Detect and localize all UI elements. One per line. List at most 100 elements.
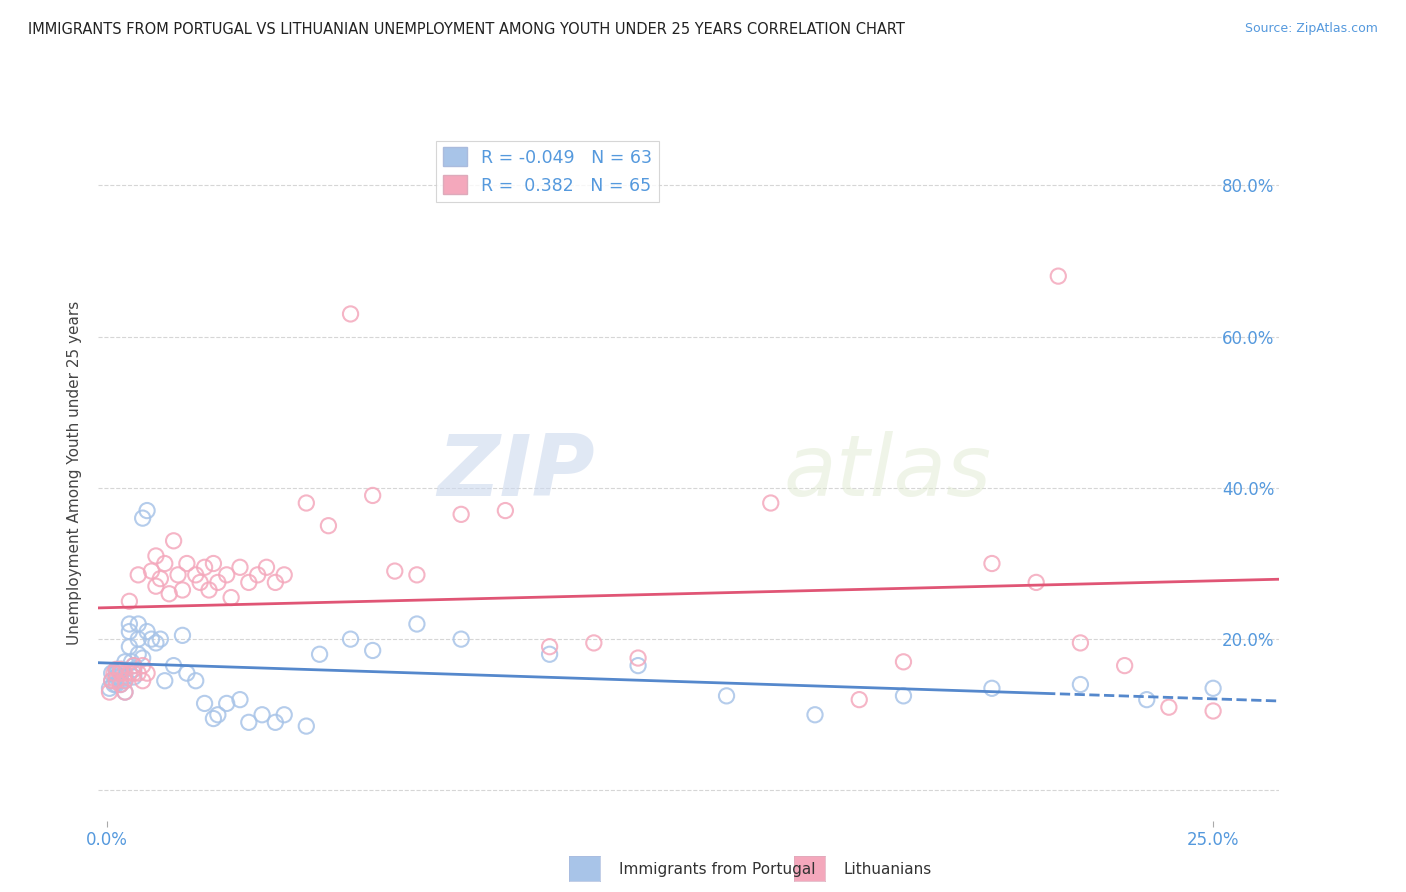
Point — [184, 567, 207, 582]
Point — [110, 662, 132, 676]
Point — [103, 666, 125, 681]
Point — [127, 567, 149, 582]
Point — [127, 632, 149, 647]
Point — [110, 670, 132, 684]
Point — [100, 673, 122, 688]
Point — [804, 707, 827, 722]
Point — [229, 560, 252, 574]
Legend: R = -0.049   N = 63, R =  0.382   N = 65: R = -0.049 N = 63, R = 0.382 N = 65 — [436, 141, 659, 202]
Point — [264, 715, 287, 730]
Point — [131, 658, 153, 673]
Point — [1069, 636, 1091, 650]
Point — [582, 636, 605, 650]
Point — [111, 662, 134, 676]
Point — [172, 582, 194, 597]
Point — [100, 673, 122, 688]
Point — [238, 715, 260, 730]
Text: IMMIGRANTS FROM PORTUGAL VS LITHUANIAN UNEMPLOYMENT AMONG YOUTH UNDER 25 YEARS C: IMMIGRANTS FROM PORTUGAL VS LITHUANIAN U… — [28, 22, 905, 37]
Point — [308, 647, 330, 661]
Point — [153, 557, 176, 571]
Point — [127, 666, 149, 681]
Point — [114, 685, 136, 699]
Point — [145, 549, 167, 563]
Point — [194, 560, 217, 574]
Point — [339, 307, 361, 321]
Point — [273, 567, 295, 582]
Point — [114, 655, 136, 669]
Point — [114, 673, 136, 688]
Point — [273, 707, 295, 722]
Point — [238, 575, 260, 590]
Point — [1136, 692, 1159, 706]
Point — [207, 707, 229, 722]
Point — [198, 582, 221, 597]
Point — [295, 496, 318, 510]
Point — [118, 594, 141, 608]
Point — [118, 624, 141, 639]
Point — [256, 560, 278, 574]
Point — [105, 662, 128, 676]
Point — [127, 647, 149, 661]
Point — [215, 567, 238, 582]
Point — [110, 673, 132, 688]
Point — [153, 673, 176, 688]
Text: ZIP: ZIP — [437, 431, 595, 515]
Point — [127, 617, 149, 632]
Point — [361, 643, 384, 657]
Point — [149, 632, 172, 647]
Point — [100, 666, 122, 681]
Point — [215, 697, 238, 711]
Point — [207, 575, 229, 590]
Point — [136, 666, 159, 681]
Point — [981, 681, 1004, 696]
Point — [98, 685, 121, 699]
Point — [1202, 704, 1225, 718]
Y-axis label: Unemployment Among Youth under 25 years: Unemployment Among Youth under 25 years — [67, 301, 83, 645]
Point — [406, 567, 429, 582]
Point — [406, 617, 429, 632]
Point — [759, 496, 782, 510]
Point — [157, 587, 180, 601]
Point — [145, 636, 167, 650]
Point — [250, 707, 273, 722]
Point — [110, 677, 132, 691]
Point — [110, 666, 132, 681]
Point — [627, 651, 650, 665]
Point — [893, 689, 915, 703]
Point — [188, 575, 211, 590]
Point — [110, 662, 132, 676]
Point — [194, 697, 217, 711]
Point — [162, 533, 184, 548]
Text: atlas: atlas — [783, 431, 991, 515]
Point — [219, 591, 242, 605]
Point — [450, 632, 472, 647]
Point — [162, 658, 184, 673]
Point — [172, 628, 194, 642]
Point — [176, 557, 198, 571]
Point — [114, 673, 136, 688]
Point — [118, 640, 141, 654]
Point — [202, 557, 225, 571]
Point — [105, 666, 128, 681]
Point — [114, 666, 136, 681]
Point — [848, 692, 870, 706]
Point — [122, 658, 145, 673]
Point — [1069, 677, 1091, 691]
Point — [339, 632, 361, 647]
Point — [131, 511, 153, 525]
Point — [1114, 658, 1136, 673]
Point — [893, 655, 915, 669]
Point — [136, 503, 159, 517]
Point — [141, 564, 163, 578]
Point — [184, 673, 207, 688]
Point — [264, 575, 287, 590]
Point — [246, 567, 269, 582]
Point — [1157, 700, 1180, 714]
Point — [167, 567, 190, 582]
Point — [318, 518, 340, 533]
Point — [450, 508, 472, 522]
Point — [122, 670, 145, 684]
Point — [118, 617, 141, 632]
Point — [1202, 681, 1225, 696]
Point — [122, 658, 145, 673]
